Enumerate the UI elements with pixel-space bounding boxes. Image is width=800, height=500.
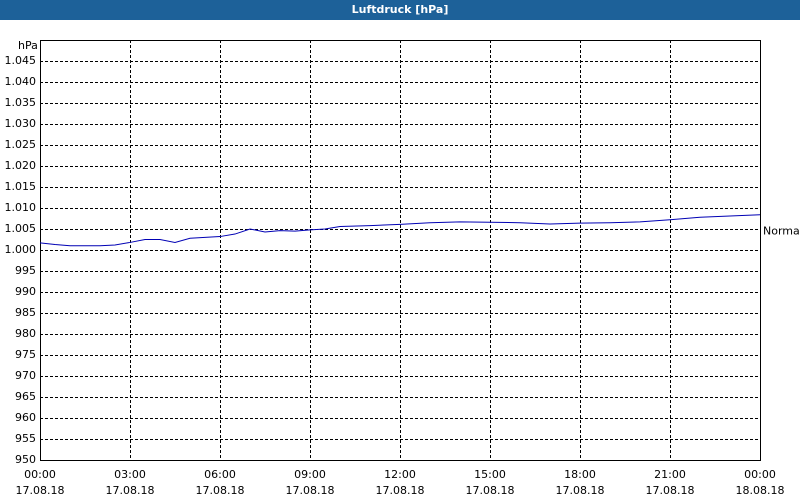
y-tick-label: 990 <box>15 285 36 298</box>
title-bar <box>0 0 800 20</box>
y-tick-label: 1.000 <box>5 243 37 256</box>
y-tick-label: 1.030 <box>5 117 37 130</box>
y-tick-label: 965 <box>15 390 36 403</box>
x-tick-label: 21:00 <box>654 468 686 481</box>
x-tick-label: 17.08.18 <box>376 484 425 497</box>
y-tick-label: 970 <box>15 369 36 382</box>
y-tick-label: 995 <box>15 264 36 277</box>
y-tick-label: 1.035 <box>5 96 37 109</box>
y-tick-label: 1.020 <box>5 159 37 172</box>
legend-label: Normal <box>763 225 800 238</box>
x-tick-label: 17.08.18 <box>106 484 155 497</box>
y-tick-label: 1.045 <box>5 54 37 67</box>
chart-title: Luftdruck [hPa] <box>352 3 449 16</box>
y-tick-label: 960 <box>15 411 36 424</box>
x-tick-label: 17.08.18 <box>16 484 65 497</box>
y-tick-label: 985 <box>15 306 36 319</box>
x-tick-label: 17.08.18 <box>556 484 605 497</box>
y-tick-label: 980 <box>15 327 36 340</box>
x-tick-label: 00:00 <box>24 468 56 481</box>
x-tick-label: 18.08.18 <box>736 484 785 497</box>
x-tick-label: 17.08.18 <box>196 484 245 497</box>
x-tick-label: 12:00 <box>384 468 416 481</box>
x-tick-label: 17.08.18 <box>646 484 695 497</box>
x-tick-label: 06:00 <box>204 468 236 481</box>
y-tick-label: 1.025 <box>5 138 37 151</box>
x-tick-label: 18:00 <box>564 468 596 481</box>
y-tick-label: 1.005 <box>5 222 37 235</box>
line <box>39 214 761 247</box>
y-tick-label: 1.010 <box>5 201 37 214</box>
x-tick-label: 17.08.18 <box>286 484 335 497</box>
y-tick-label: 1.015 <box>5 180 37 193</box>
y-tick-label: 975 <box>15 348 36 361</box>
y-tick-label: 955 <box>15 432 36 445</box>
x-tick-label: 03:00 <box>114 468 146 481</box>
y-axis-label: hPa <box>18 39 38 52</box>
x-tick-label: 15:00 <box>474 468 506 481</box>
y-tick-label: 1.040 <box>5 75 37 88</box>
y-tick-label: 950 <box>15 453 36 466</box>
x-tick-label: 09:00 <box>294 468 326 481</box>
x-tick-label: 17.08.18 <box>466 484 515 497</box>
x-tick-label: 00:00 <box>744 468 776 481</box>
